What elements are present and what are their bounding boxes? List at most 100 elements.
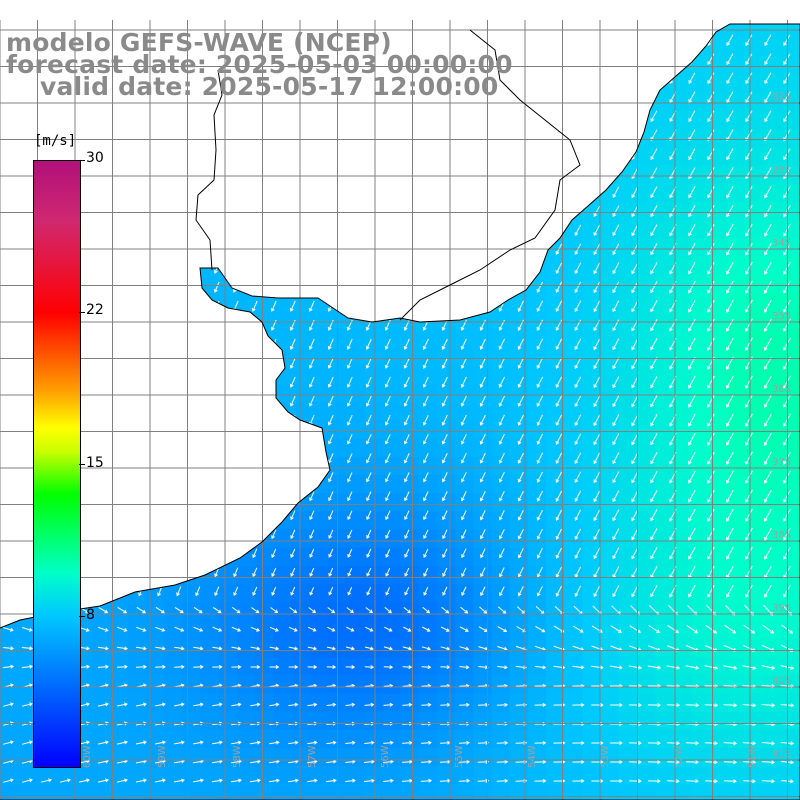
wind-arrow [726,584,734,598]
wind-arrow [593,395,601,408]
wind-arrow [270,262,277,274]
speed-cell [728,38,747,57]
wind-arrow [498,357,505,369]
speed-cell [273,602,292,622]
speed-cell [673,92,693,112]
wind-arrow [117,626,128,632]
wind-arrow [347,586,353,596]
wind-arrow [650,186,658,199]
latitude-label: 36S [772,384,791,395]
speed-cell [655,56,674,76]
speed-cell [236,511,256,531]
speed-cell [564,711,583,731]
wind-arrow [24,567,30,578]
wind-arrow [307,778,318,783]
speed-cell [618,402,638,421]
wind-arrow [650,452,658,465]
wind-arrow [631,205,639,218]
wind-arrow [650,224,658,237]
speed-cell [691,165,711,185]
speed-cell [618,56,638,76]
speed-cell [127,693,147,713]
speed-cell [127,147,147,167]
speed-cell [709,202,729,221]
speed-cell [728,602,747,622]
speed-cell [764,711,784,731]
wind-arrow [176,414,182,426]
wind-arrow [650,72,658,85]
speed-cell [254,620,274,640]
wind-arrow [212,626,223,632]
speed-cell [782,784,800,800]
speed-cell [254,456,274,476]
speed-cell [345,365,365,385]
wind-arrow [100,205,106,217]
wind-arrow [421,665,432,670]
speed-cell [455,675,474,694]
wind-arrow [81,529,87,540]
speed-cell [72,766,92,785]
wind-arrow [612,528,620,541]
speed-cell [746,547,765,567]
wind-arrow [119,357,125,369]
speed-cell [746,620,765,640]
speed-cell [163,729,183,749]
speed-cell [746,638,765,658]
speed-cell [382,529,401,549]
speed-cell [764,220,784,239]
speed-cell [509,220,529,239]
speed-cell [564,748,583,767]
speed-cell [691,92,711,112]
wind-arrow [213,357,220,369]
speed-cell [509,438,529,458]
wind-arrow [174,702,185,707]
speed-cell [18,92,37,112]
wind-arrow [460,300,467,312]
wind-arrow [214,491,220,502]
wind-arrow [572,702,585,708]
wind-arrow [498,433,505,445]
wind-arrow [271,586,277,596]
wind-arrow [535,625,546,633]
wind-arrow [81,110,87,122]
speed-cell [491,748,511,767]
wind-arrow [574,357,582,370]
speed-cell [236,438,256,458]
wind-arrow [574,338,582,351]
speed-cell [145,602,165,622]
speed-cell [236,347,256,367]
wind-arrow [574,224,582,237]
wind-arrow [250,646,261,651]
wind-arrow [138,395,144,407]
wind-arrow [270,148,277,160]
speed-cell [582,638,602,658]
wind-arrow [97,646,109,651]
grid-lines [0,20,800,800]
speed-cell [18,111,37,130]
speed-cell [382,584,401,603]
speed-cell [418,511,438,531]
speed-cell [200,438,219,458]
wind-arrow [612,205,620,218]
speed-cell [709,638,729,658]
wind-arrow [307,646,318,651]
wind-arrow [460,148,467,160]
speed-cell [273,165,292,185]
speed-cell [728,475,747,494]
speed-cell [673,56,693,76]
speed-cell [273,111,292,130]
wind-arrow [593,338,601,351]
wind-arrow [327,205,334,217]
speed-cell [764,638,784,658]
speed-cell [291,456,310,476]
wind-arrow [195,586,201,597]
wind-arrow [194,129,201,141]
speed-cell [254,238,274,258]
speed-cell [345,493,365,512]
speed-cell [527,766,547,785]
wind-arrow [441,205,448,217]
wind-arrow [98,626,109,632]
wind-arrow [479,376,486,388]
wind-arrow [119,433,125,445]
speed-cell [764,729,784,749]
